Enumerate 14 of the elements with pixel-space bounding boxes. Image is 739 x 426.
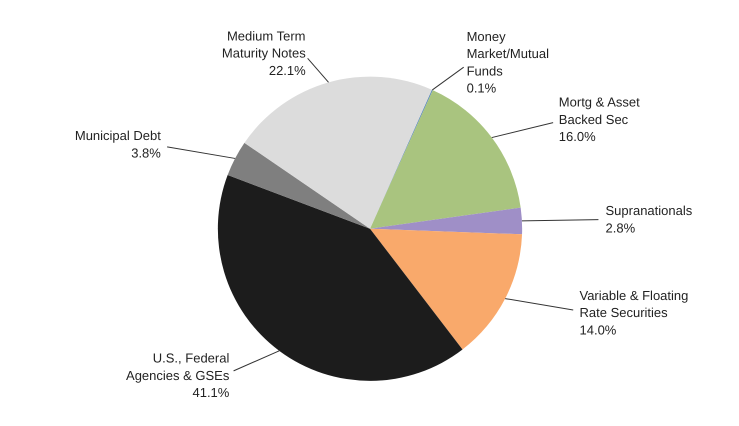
- data-label: 2.8%: [606, 220, 636, 236]
- data-label: 16.0%: [558, 129, 596, 144]
- data-label: 22.1%: [268, 62, 306, 78]
- slice-label: Mortg & Asset Backed Sec: [558, 94, 640, 127]
- data-label: 3.8%: [131, 146, 162, 160]
- data-label: 0.1%: [466, 80, 497, 96]
- slice-label: U.S., Federal Agencies & GSEs: [126, 350, 230, 383]
- slice-label: Medium Term Maturity Notes: [222, 28, 306, 61]
- slice-label: Municipal Debt: [74, 128, 162, 144]
- data-label: 14.0%: [579, 322, 617, 338]
- slice-label: Money Market/Mutual Funds: [466, 28, 550, 78]
- slice-label: Variable & Floating Rate Securities: [579, 288, 688, 320]
- slice-label: Supranationals: [606, 203, 693, 218]
- data-label: 41.1%: [192, 385, 230, 400]
